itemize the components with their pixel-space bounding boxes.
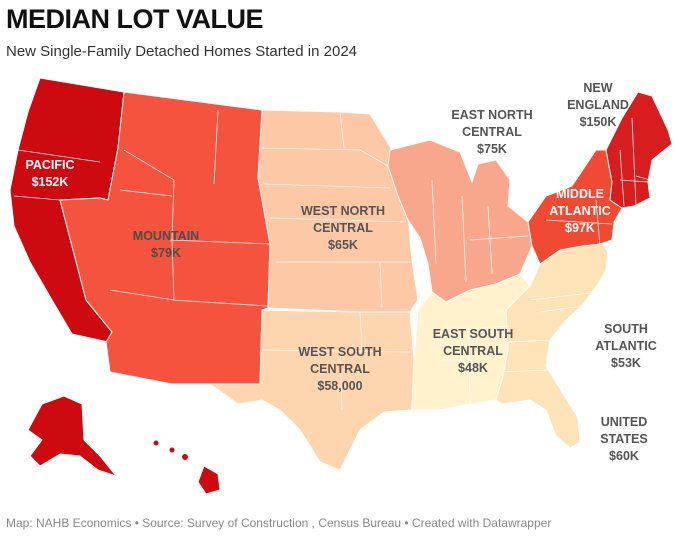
svg-text:ATLANTIC: ATLANTIC xyxy=(595,339,657,353)
label-pacific: PACIFIC $152K xyxy=(25,158,74,189)
svg-text:$150K: $150K xyxy=(580,115,617,129)
svg-text:ATLANTIC: ATLANTIC xyxy=(549,204,611,218)
map-footer-credits: Map: NAHB Economics • Source: Survey of … xyxy=(6,516,552,530)
label-middle-atlantic: MIDDLE ATLANTIC $97K xyxy=(549,187,611,235)
svg-text:$60K: $60K xyxy=(609,449,639,463)
svg-text:CENTRAL: CENTRAL xyxy=(313,221,373,235)
region-pacific-hawaii[interactable] xyxy=(152,439,221,495)
region-new-england[interactable] xyxy=(605,91,673,209)
us-region-map: PACIFIC $152K MOUNTAIN $79K WEST NORTH C… xyxy=(9,77,673,495)
svg-text:EAST NORTH: EAST NORTH xyxy=(451,108,532,122)
svg-text:$58,000: $58,000 xyxy=(317,379,362,393)
svg-text:CENTRAL: CENTRAL xyxy=(310,362,370,376)
label-east-north-central: EAST NORTH CENTRAL $75K xyxy=(451,108,532,156)
svg-text:EAST SOUTH: EAST SOUTH xyxy=(433,327,514,341)
svg-text:CENTRAL: CENTRAL xyxy=(462,125,522,139)
label-mountain-name: MOUNTAIN xyxy=(133,229,199,243)
svg-text:NEW: NEW xyxy=(583,81,612,95)
label-pacific-name: PACIFIC xyxy=(25,158,74,172)
svg-text:WEST SOUTH: WEST SOUTH xyxy=(298,345,381,359)
svg-text:STATES: STATES xyxy=(600,432,647,446)
svg-text:WEST NORTH: WEST NORTH xyxy=(301,204,385,218)
label-united-states: UNITED STATES $60K xyxy=(600,415,647,463)
region-west-south-central[interactable] xyxy=(209,309,415,471)
label-mountain: MOUNTAIN $79K xyxy=(133,229,199,260)
region-pacific-alaska[interactable] xyxy=(27,395,117,477)
svg-text:CENTRAL: CENTRAL xyxy=(443,344,503,358)
label-pacific-value: $152K xyxy=(32,175,69,189)
map-subtitle: New Single-Family Detached Homes Started… xyxy=(6,43,357,60)
state-borders xyxy=(13,109,651,411)
label-east-south-central: EAST SOUTH CENTRAL $48K xyxy=(433,327,514,375)
svg-text:ENGLAND: ENGLAND xyxy=(567,98,629,112)
svg-text:$48K: $48K xyxy=(458,361,488,375)
svg-text:SOUTH: SOUTH xyxy=(604,322,648,336)
svg-text:UNITED: UNITED xyxy=(601,415,648,429)
svg-text:MIDDLE: MIDDLE xyxy=(556,187,604,201)
label-mountain-value: $79K xyxy=(151,246,181,260)
svg-text:$97K: $97K xyxy=(565,221,595,235)
label-south-atlantic: SOUTH ATLANTIC $53K xyxy=(595,322,657,370)
svg-text:$65K: $65K xyxy=(328,238,358,252)
svg-text:$53K: $53K xyxy=(611,356,641,370)
label-west-south-central: WEST SOUTH CENTRAL $58,000 xyxy=(298,345,381,393)
label-west-north-central: WEST NORTH CENTRAL $65K xyxy=(301,204,385,252)
label-new-england: NEW ENGLAND $150K xyxy=(567,81,629,129)
map-title: MEDIAN LOT VALUE xyxy=(6,4,264,34)
svg-text:$75K: $75K xyxy=(477,142,507,156)
